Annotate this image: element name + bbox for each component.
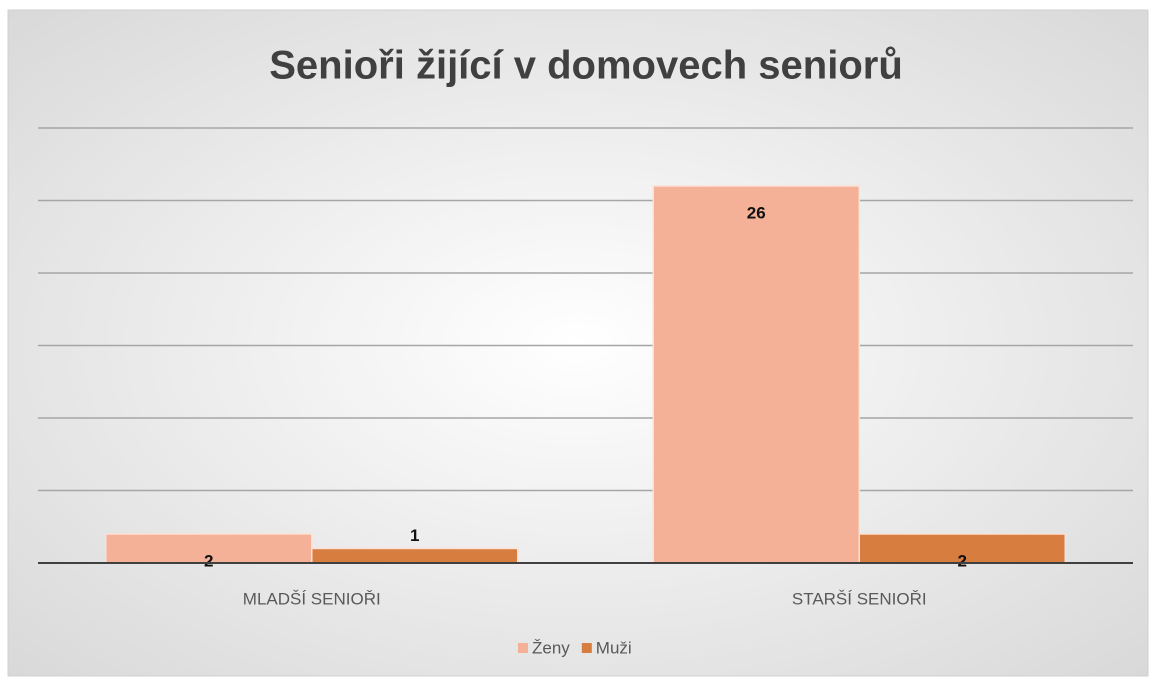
legend-label: Muži <box>596 638 632 657</box>
data-label: 26 <box>747 203 766 222</box>
bar <box>858 533 1066 564</box>
x-tick-label: MLADŠÍ SENIOŘI <box>243 589 381 608</box>
legend-label: Ženy <box>532 638 570 657</box>
chart-title: Senioři žijící v domovech seniorů <box>269 44 903 88</box>
bar <box>652 185 860 564</box>
data-label: 2 <box>958 551 967 570</box>
bar <box>311 547 519 564</box>
data-label: 1 <box>410 526 419 545</box>
data-label: 2 <box>204 551 213 570</box>
legend-swatch <box>518 643 528 653</box>
chart-background <box>7 9 1149 677</box>
legend-swatch <box>581 643 592 653</box>
x-tick-label: STARŠÍ SENIOŘI <box>792 589 927 608</box>
